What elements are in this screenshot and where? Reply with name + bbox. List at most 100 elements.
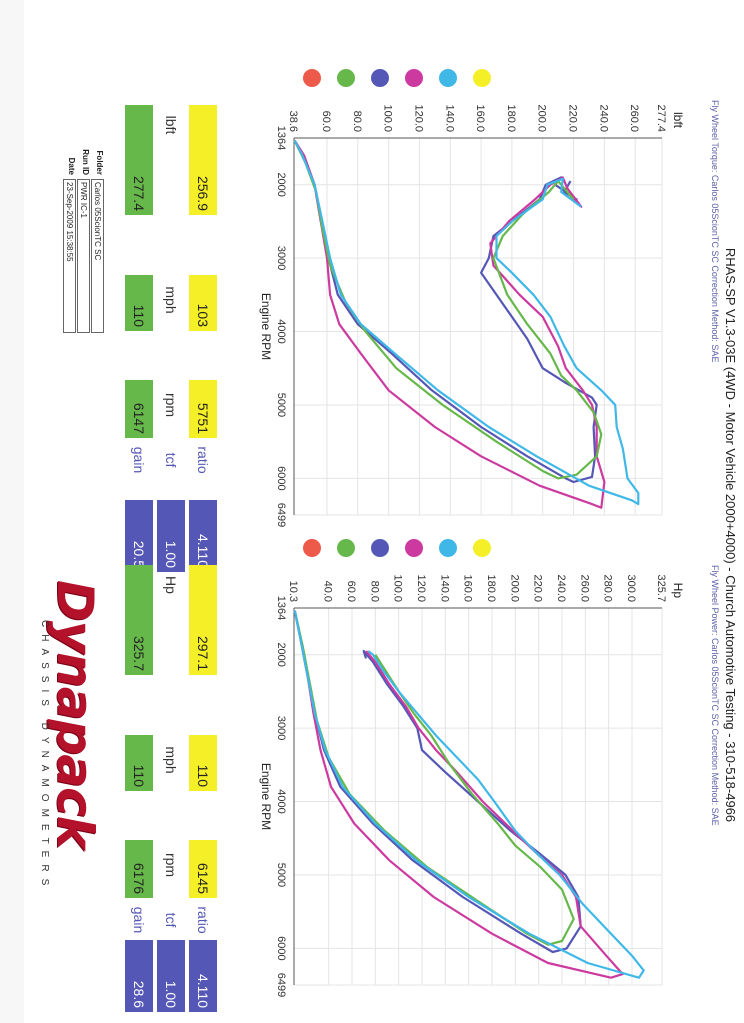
torque-series-line-3 [293, 140, 640, 506]
power-y-tick-6: 140.0 [438, 574, 450, 602]
rpm-label: rpm [163, 852, 179, 878]
torque-max-value: 277.4 [125, 105, 153, 215]
run-id-value: PWR IC-1 [77, 179, 90, 333]
torque-legend-dot-5 [473, 69, 491, 87]
torque-x-tick-4: 5000 [275, 393, 287, 417]
power-series-line-1 [293, 610, 624, 979]
torque-y-tick-10: 240.0 [597, 104, 609, 132]
folder-value: Carlos 05ScionTC SC [91, 179, 104, 333]
date-value: 23-Sep-2009 15:38:55 [63, 179, 76, 333]
ratio-value: 4.110 [189, 500, 217, 572]
dynapack-logo: Dynapack CHASSIS DYNAMOMETERS [34, 580, 104, 1000]
power-y-tick-7: 160.0 [462, 574, 474, 602]
power-y-tick-14: 300.0 [625, 574, 637, 602]
mph-label: mph [163, 286, 179, 314]
ratio-label: ratio [195, 446, 211, 474]
torque-legend-dot-0 [303, 69, 321, 87]
power-y-tick-1: 40.0 [322, 581, 334, 602]
power-y-axis-label: Hp [671, 583, 685, 599]
torque-y-tick-0: 38.6 [287, 111, 299, 132]
power-legend-dot-3 [405, 539, 423, 557]
torque-x-tick-3: 4000 [275, 319, 287, 343]
torque-peak-value: 256.9 [189, 105, 217, 215]
torque-y-tick-9: 220.0 [567, 104, 579, 132]
torque-y-tick-12: 277.4 [655, 104, 667, 132]
power-peak-mph: 110 [189, 735, 217, 791]
tcf-label: tcf [163, 912, 179, 928]
ratio-value: 4.110 [189, 940, 217, 1012]
date-key: Date [67, 157, 76, 175]
torque-legend-dot-4 [439, 69, 457, 87]
power-x-tick-2: 3000 [275, 716, 287, 740]
torque-max-rpm: 6147 [125, 380, 153, 438]
power-peak-rpm: 6145 [189, 840, 217, 898]
torque-x-tick-2: 3000 [275, 246, 287, 270]
power-series-line-3 [293, 610, 645, 979]
torque-y-tick-4: 120.0 [412, 104, 424, 132]
torque-unit-label: lbft [163, 115, 179, 135]
torque-x-tick-6: 6499 [275, 503, 287, 527]
torque-chart: 38.6 60.0 80.0 100.0 120.0 140.0 160.0 180.0 200… [234, 60, 704, 530]
dyno-sheet: RHAS-SP V1.3-03E (4WD - Motor Vehicle 20… [26, 60, 744, 1012]
torque-series-line-0 [293, 140, 598, 484]
torque-max-mph: 110 [125, 275, 153, 331]
power-x-tick-4: 5000 [275, 863, 287, 887]
power-peak-value: 297.1 [189, 565, 217, 675]
scan-margin [0, 0, 24, 1023]
tcf-label: tcf [163, 452, 179, 468]
torque-y-tick-5: 140.0 [443, 104, 455, 132]
power-chart: 10.3 40.0 60.0 80.0 100.0 120.0 140.0 160.0 180.… [234, 530, 704, 1000]
torque-chart-svg: 38.6 60.0 80.0 100.0 120.0 140.0 160.0 180.0 200… [259, 69, 685, 527]
gain-label: gain [131, 446, 147, 474]
torque-subtitle: Fly Wheel Torque: Carlos 05ScionTC SC Co… [710, 100, 720, 363]
power-x-tick-6: 6499 [275, 973, 287, 997]
power-legend-dot-4 [439, 539, 457, 557]
torque-y-tick-3: 100.0 [382, 104, 394, 132]
power-legend-dot-2 [371, 539, 389, 557]
torque-y-tick-11: 260.0 [628, 104, 640, 132]
torque-series-line-2 [293, 140, 603, 480]
gain-label: gain [131, 906, 147, 934]
torque-x-tick-5: 6000 [275, 466, 287, 490]
power-y-tick-9: 200.0 [508, 574, 520, 602]
logo-brand: Dynapack [46, 580, 104, 848]
power-legend-dot-0 [303, 539, 321, 557]
power-max-value: 325.7 [125, 565, 153, 675]
power-series-line-0 [293, 610, 582, 954]
power-y-tick-2: 60.0 [345, 581, 357, 602]
torque-y-tick-6: 160.0 [474, 104, 486, 132]
power-max-mph: 110 [125, 735, 153, 791]
ratio-label: ratio [195, 906, 211, 934]
gain-value: 20.5 [125, 500, 153, 572]
gain-value: 28.6 [125, 940, 153, 1012]
mph-label: mph [163, 746, 179, 774]
power-x-tick-3: 4000 [275, 789, 287, 813]
torque-y-tick-8: 200.0 [536, 104, 548, 132]
torque-y-tick-7: 180.0 [505, 104, 517, 132]
torque-legend-dot-2 [371, 69, 389, 87]
torque-x-tick-0: 1364 [275, 126, 287, 150]
torque-y-tick-2: 80.0 [351, 111, 363, 132]
power-x-axis-label: Engine RPM [259, 763, 273, 830]
power-y-tick-12: 260.0 [578, 574, 590, 602]
page-title: RHAS-SP V1.3-03E (4WD - Motor Vehicle 20… [723, 247, 738, 823]
torque-x-axis-label: Engine RPM [259, 293, 273, 360]
power-legend-dot-1 [337, 539, 355, 557]
rpm-label: rpm [163, 392, 179, 418]
logo-tagline: CHASSIS DYNAMOMETERS [39, 620, 50, 893]
run-id-key: Run ID [81, 149, 90, 175]
power-y-tick-5: 120.0 [415, 574, 427, 602]
power-unit-label: Hp [163, 576, 179, 594]
power-y-tick-3: 80.0 [368, 581, 380, 602]
power-y-tick-4: 100.0 [392, 574, 404, 602]
power-x-tick-1: 2000 [275, 642, 287, 666]
power-subtitle: Fly Wheel Power: Carlos 05ScionTC SC Cor… [710, 565, 720, 826]
power-y-tick-13: 280.0 [602, 574, 614, 602]
tcf-value: 1.00 [157, 500, 185, 572]
torque-y-tick-1: 60.0 [320, 111, 332, 132]
torque-legend-dot-3 [405, 69, 423, 87]
power-chart-svg: 10.3 40.0 60.0 80.0 100.0 120.0 140.0 160.0 180.… [259, 539, 685, 997]
power-y-tick-15: 325.7 [655, 574, 667, 602]
power-y-tick-10: 220.0 [532, 574, 544, 602]
